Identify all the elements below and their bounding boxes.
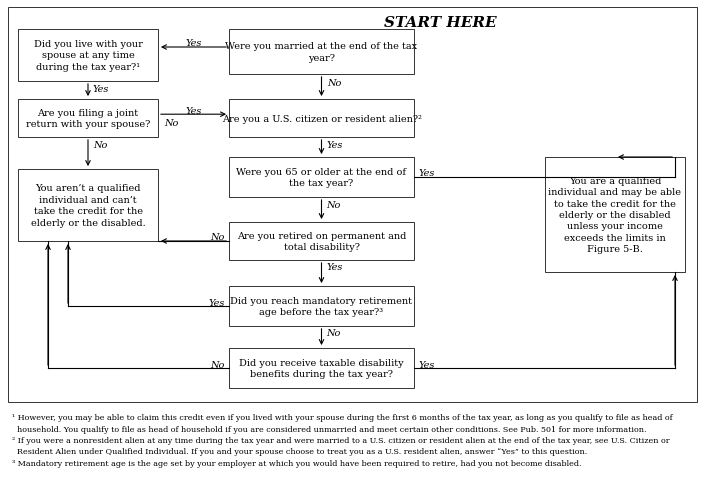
Text: Yes: Yes <box>419 360 436 369</box>
Text: You are a qualified
individual and may be able
to take the credit for the
elderl: You are a qualified individual and may b… <box>548 176 682 254</box>
Bar <box>229 30 414 75</box>
Text: ¹ However, you may be able to claim this credit even if you lived with your spou: ¹ However, you may be able to claim this… <box>12 413 673 421</box>
Bar <box>18 100 158 138</box>
Text: ³ Mandatory retirement age is the age set by your employer at which you would ha: ³ Mandatory retirement age is the age se… <box>12 459 582 467</box>
Text: No: No <box>326 200 341 209</box>
Bar <box>545 158 685 272</box>
Bar <box>18 30 158 82</box>
Bar <box>8 8 697 402</box>
Text: Did you reach mandatory retirement
age before the tax year?³: Did you reach mandatory retirement age b… <box>231 296 412 317</box>
Text: Were you married at the end of the tax
year?: Were you married at the end of the tax y… <box>226 42 417 62</box>
Text: No: No <box>211 233 225 242</box>
Text: No: No <box>93 140 107 149</box>
Text: Are you filing a joint
return with your spouse?: Are you filing a joint return with your … <box>26 108 150 129</box>
Text: Are you a U.S. citizen or resident alien?²: Are you a U.S. citizen or resident alien… <box>221 114 422 123</box>
Text: Were you 65 or older at the end of
the tax year?: Were you 65 or older at the end of the t… <box>236 167 407 188</box>
Bar <box>229 223 414 261</box>
Text: household. You qualify to file as head of household if you are considered unmarr: household. You qualify to file as head o… <box>12 425 646 433</box>
Text: Are you retired on permanent and
total disability?: Are you retired on permanent and total d… <box>237 231 406 252</box>
Bar <box>18 170 158 242</box>
Text: No: No <box>326 329 341 338</box>
Text: Yes: Yes <box>326 140 343 149</box>
Bar <box>229 100 414 138</box>
Text: Yes: Yes <box>93 84 109 93</box>
Bar <box>229 286 414 326</box>
Text: No: No <box>328 79 342 87</box>
Text: Yes: Yes <box>185 40 202 48</box>
Text: Yes: Yes <box>326 263 343 272</box>
Text: Yes: Yes <box>209 298 225 307</box>
Text: You aren’t a qualified
individual and can’t
take the credit for the
elderly or t: You aren’t a qualified individual and ca… <box>30 184 145 227</box>
Text: ² If you were a nonresident alien at any time during the tax year and were marri: ² If you were a nonresident alien at any… <box>12 436 670 444</box>
Bar <box>229 348 414 388</box>
Text: Yes: Yes <box>419 169 436 178</box>
Text: Resident Alien under Qualified Individual. If you and your spouse choose to trea: Resident Alien under Qualified Individua… <box>12 447 587 456</box>
Text: Did you live with your
spouse at any time
during the tax year?¹: Did you live with your spouse at any tim… <box>34 40 142 72</box>
Text: START HERE: START HERE <box>384 16 496 30</box>
Text: Yes: Yes <box>185 106 202 116</box>
Text: No: No <box>211 360 225 369</box>
Text: No: No <box>164 119 178 127</box>
Bar <box>229 158 414 198</box>
Text: Did you receive taxable disability
benefits during the tax year?: Did you receive taxable disability benef… <box>239 358 404 379</box>
